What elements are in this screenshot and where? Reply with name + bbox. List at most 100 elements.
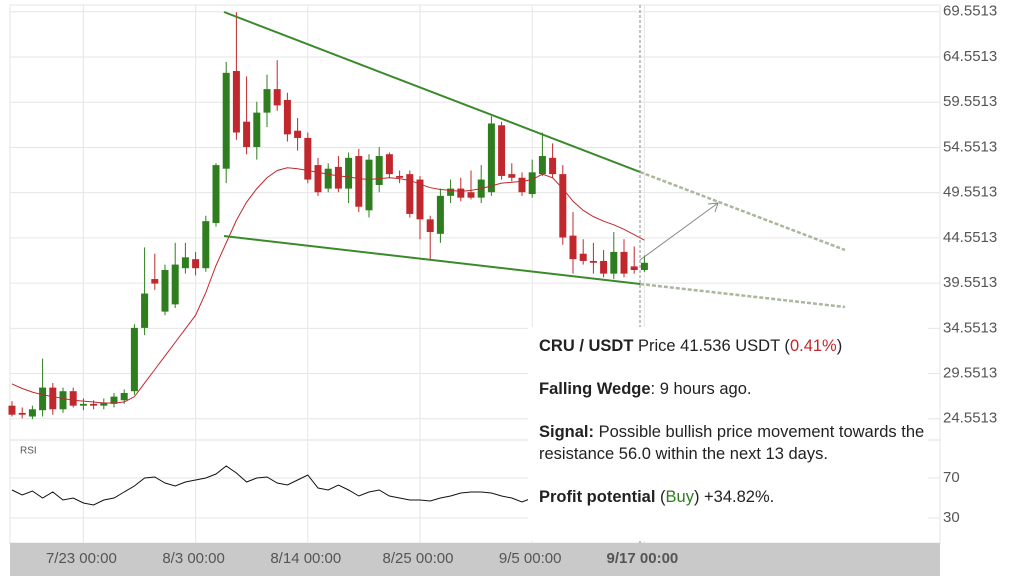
y-tick-label: 29.5513 bbox=[943, 365, 997, 382]
profit-action: Buy bbox=[665, 488, 694, 506]
profit-open: ( bbox=[655, 488, 666, 506]
candle-body bbox=[263, 89, 271, 113]
candle-body bbox=[630, 266, 638, 271]
candle-body bbox=[620, 251, 628, 274]
y-tick-label: 64.5513 bbox=[943, 48, 997, 65]
candle-body bbox=[243, 121, 251, 147]
candle-body bbox=[324, 168, 332, 189]
candle-body bbox=[212, 165, 220, 223]
pattern-line: Falling Wedge: 9 hours ago. bbox=[539, 378, 928, 400]
signal-line: Signal: Possible bullish price movement … bbox=[539, 421, 928, 465]
candle-body bbox=[498, 125, 506, 176]
rsi-tick-label: 70 bbox=[943, 469, 960, 486]
candle-body bbox=[222, 72, 230, 169]
y-tick-label: 49.5513 bbox=[943, 184, 997, 201]
candle-body bbox=[365, 159, 373, 211]
candle-body bbox=[273, 89, 281, 106]
candle-body bbox=[508, 174, 516, 178]
candle-body bbox=[416, 179, 424, 220]
y-tick-label: 34.5513 bbox=[943, 319, 997, 336]
x-tick-label: 8/14 00:00 bbox=[270, 550, 341, 567]
marks bbox=[8, 12, 648, 506]
candle-body bbox=[355, 156, 363, 207]
candle-body bbox=[90, 403, 98, 406]
candle-body bbox=[39, 387, 47, 411]
wedge-lower bbox=[223, 235, 641, 285]
candle-body bbox=[120, 393, 128, 401]
candle-body bbox=[49, 387, 57, 410]
candle-body bbox=[202, 221, 210, 269]
candle-body bbox=[294, 130, 302, 138]
candle-body bbox=[600, 260, 608, 274]
candle-body bbox=[283, 99, 291, 135]
profit-value: ) +34.82%. bbox=[693, 488, 775, 506]
candle-body bbox=[447, 188, 455, 196]
y-tick-label: 39.5513 bbox=[943, 274, 997, 291]
target-arrow bbox=[639, 202, 719, 261]
x-tick-label: 9/17 00:00 bbox=[607, 550, 679, 567]
y-tick-label: 24.5513 bbox=[943, 410, 997, 427]
price: Price 41.536 USDT ( bbox=[633, 337, 790, 355]
pattern-detail: : 9 hours ago. bbox=[650, 380, 752, 398]
profit-line: Profit potential (Buy) +34.82%. bbox=[539, 486, 928, 508]
candle-body bbox=[232, 71, 240, 133]
candle-body bbox=[406, 174, 414, 214]
y-tick-label: 59.5513 bbox=[943, 93, 997, 110]
candle-body bbox=[538, 156, 546, 175]
x-tick-label: 8/3 00:00 bbox=[162, 550, 225, 567]
candle-body bbox=[59, 391, 67, 410]
wedge-lower-projection bbox=[639, 282, 846, 309]
candle-body bbox=[69, 391, 77, 406]
candle-body bbox=[436, 195, 444, 234]
candle-body bbox=[100, 402, 108, 406]
x-tick-label: 7/23 00:00 bbox=[46, 550, 117, 567]
profit-label: Profit potential bbox=[539, 488, 656, 506]
candle-body bbox=[28, 409, 36, 417]
y-tick-label: 44.5513 bbox=[943, 229, 997, 246]
candle-body bbox=[549, 157, 557, 175]
x-tick-label: 9/5 00:00 bbox=[499, 550, 562, 567]
pattern: Falling Wedge bbox=[539, 380, 651, 398]
candle-body bbox=[253, 112, 261, 147]
candle-body bbox=[589, 260, 597, 263]
pair: CRU / USDT bbox=[539, 337, 634, 355]
candle-body bbox=[151, 279, 159, 284]
wedge bbox=[223, 11, 846, 309]
y-tick-label: 54.5513 bbox=[943, 138, 997, 155]
candle-body bbox=[518, 177, 526, 193]
rsi-tick-label: 30 bbox=[943, 509, 960, 526]
candle-body bbox=[426, 219, 434, 233]
price-line: CRU / USDT Price 41.536 USDT (0.41%) bbox=[539, 335, 928, 357]
candle-body bbox=[559, 174, 567, 238]
candle-body bbox=[640, 262, 648, 271]
wedge-upper-projection bbox=[639, 170, 846, 252]
rsi-line bbox=[11, 465, 543, 506]
wedge-upper bbox=[223, 11, 641, 173]
candle-body bbox=[467, 192, 475, 198]
candle-body bbox=[130, 327, 138, 392]
candle-body bbox=[304, 137, 312, 180]
x-tick-label: 8/25 00:00 bbox=[383, 550, 454, 567]
candle-body bbox=[345, 157, 353, 189]
y-tick-label: 69.5513 bbox=[943, 3, 997, 20]
change: 0.41% bbox=[789, 337, 837, 355]
candle-body bbox=[110, 396, 118, 404]
candle-body bbox=[487, 123, 495, 193]
candle-body bbox=[314, 165, 322, 193]
candle-body bbox=[192, 259, 200, 269]
candle-body bbox=[528, 172, 536, 195]
candle-body bbox=[457, 188, 465, 198]
candle-body bbox=[79, 403, 87, 406]
candle-body bbox=[171, 264, 179, 305]
x-axis-band bbox=[10, 543, 940, 576]
signal-box: CRU / USDT Price 41.536 USDT (0.41%) Fal… bbox=[528, 327, 928, 541]
moving-average bbox=[11, 167, 645, 404]
candle-body bbox=[161, 270, 169, 312]
candle-body bbox=[18, 412, 26, 415]
paren: ) bbox=[836, 337, 843, 355]
candle-body bbox=[181, 257, 189, 269]
candle-body bbox=[569, 235, 577, 260]
arrow-head bbox=[707, 202, 719, 213]
rsi-label: RSI bbox=[20, 446, 37, 457]
